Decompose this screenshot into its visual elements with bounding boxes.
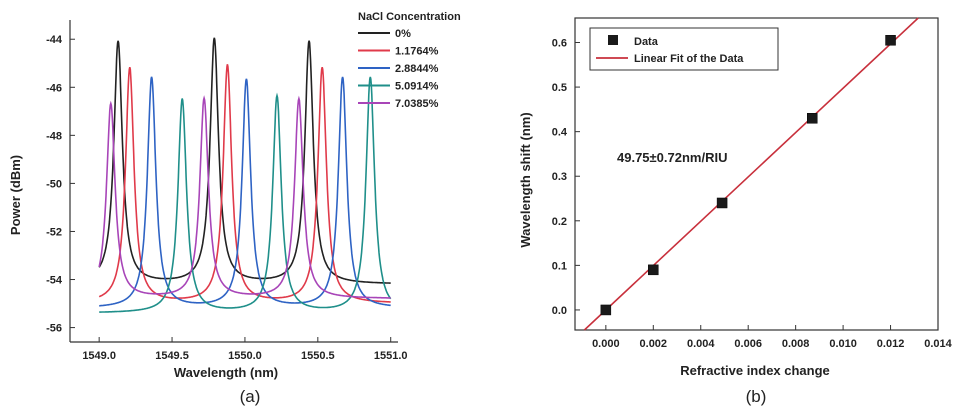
panel-a-y-tick-label: -44 — [46, 34, 63, 46]
panel-a-x-tick-label: 1549.0 — [82, 350, 116, 362]
panel-b-data-point — [600, 304, 612, 316]
panel-b-x-tick-label: 0.008 — [782, 338, 810, 350]
panel-a-legend-label: 2.8844% — [395, 63, 439, 75]
panel-a-series-line — [99, 76, 391, 307]
panel-a-legend: NaCl Concentration 0% 1.1764% 2.8844% 5.0914… — [358, 11, 461, 110]
panel-b-y-tick-label: 0.0 — [552, 305, 567, 317]
panel-b-data-point — [885, 35, 896, 46]
panel-b-annotation: 49.75±0.72nm/RIU — [617, 150, 727, 165]
panel-b-data-point — [648, 264, 659, 276]
panel-b-y-axis-label: Wavelength shift (nm) — [518, 112, 533, 247]
panel-b-x-tick-label: 0.006 — [734, 338, 762, 350]
panel-b-legend: Data Linear Fit of the Data — [589, 27, 779, 71]
panel-b-caption: (b) — [746, 387, 767, 406]
panel-b-y-tick-label: 0.5 — [552, 82, 567, 94]
panel-b-x-axis-label: Refractive index change — [680, 363, 830, 378]
panel-b-y-tick-label: 0.4 — [552, 127, 568, 139]
panel-b-y-tick-label: 0.6 — [552, 38, 567, 50]
panel-b-frame — [574, 17, 939, 331]
panel-a-y-tick-label: -46 — [46, 82, 62, 94]
panel-b-chart: 0.000 0.002 0.004 0.006 0.008 0.010 0.012 0.014… — [518, 17, 953, 406]
panel-a-x-tick-label: 1550.0 — [228, 350, 262, 362]
panel-a-series-line — [98, 95, 391, 299]
panel-b-fit-line — [583, 17, 919, 331]
panel-a-x-tick-label: 1550.5 — [301, 350, 335, 362]
panel-a-legend-label: 5.0914% — [395, 81, 439, 93]
panel-b-data-point — [716, 197, 728, 209]
panel-a-legend-title: NaCl Concentration — [358, 11, 461, 23]
panel-b-legend-box — [589, 27, 779, 71]
panel-a-legend-label: 7.0385% — [395, 98, 439, 110]
panel-a-series-line — [98, 37, 391, 284]
panel-a-y-tick-label: -52 — [46, 226, 62, 238]
panel-a-y-tick-label: -48 — [46, 130, 62, 142]
panel-b-x-tick-label: 0.012 — [877, 338, 905, 350]
panel-a-chart: 1549.0 1549.5 1550.0 1550.5 1551.0 -44 -46 -48 -… — [8, 11, 461, 406]
panel-a-legend-label: 1.1764% — [395, 46, 439, 58]
panel-b-data-point — [807, 113, 818, 124]
panel-b-y-tick-label: 0.3 — [552, 171, 567, 183]
panel-b-x-tick-label: 0.010 — [829, 338, 857, 350]
panel-a-y-tick-label: -50 — [46, 178, 62, 190]
panel-b-x-tick-label: 0.004 — [687, 338, 715, 350]
panel-b-x-tick-label: 0.014 — [924, 338, 952, 350]
panel-b-y-tick-label: 0.1 — [552, 260, 567, 272]
panel-a-x-tick-label: 1549.5 — [155, 350, 189, 362]
panel-a-x-tick-label: 1551.0 — [374, 350, 408, 362]
panel-b-legend-marker — [608, 35, 618, 45]
panel-a-legend-label: 0% — [395, 28, 411, 40]
panel-b-plot-area: 0.000 0.002 0.004 0.006 0.008 0.010 0.012 0.014… — [552, 17, 953, 350]
panel-b-legend-label: Data — [634, 36, 659, 48]
panel-a-x-axis-label: Wavelength (nm) — [174, 365, 278, 380]
panel-a-y-tick-label: -54 — [46, 275, 63, 287]
panel-b-x-tick-label: 0.002 — [640, 338, 668, 350]
panel-a-plot-area: 1549.0 1549.5 1550.0 1550.5 1551.0 -44 -46 -48 -… — [46, 20, 408, 362]
panel-b-legend-label: Linear Fit of the Data — [634, 53, 744, 65]
panel-a-y-tick-label: -56 — [46, 323, 62, 335]
panel-a-series-line — [98, 64, 391, 303]
panel-a-caption: (a) — [240, 387, 261, 406]
panel-a-y-axis-label: Power (dBm) — [8, 155, 23, 235]
panel-a-series-line — [99, 76, 392, 313]
panel-b-x-tick-label: 0.000 — [592, 338, 620, 350]
panel-b-y-tick-label: 0.2 — [552, 216, 567, 228]
